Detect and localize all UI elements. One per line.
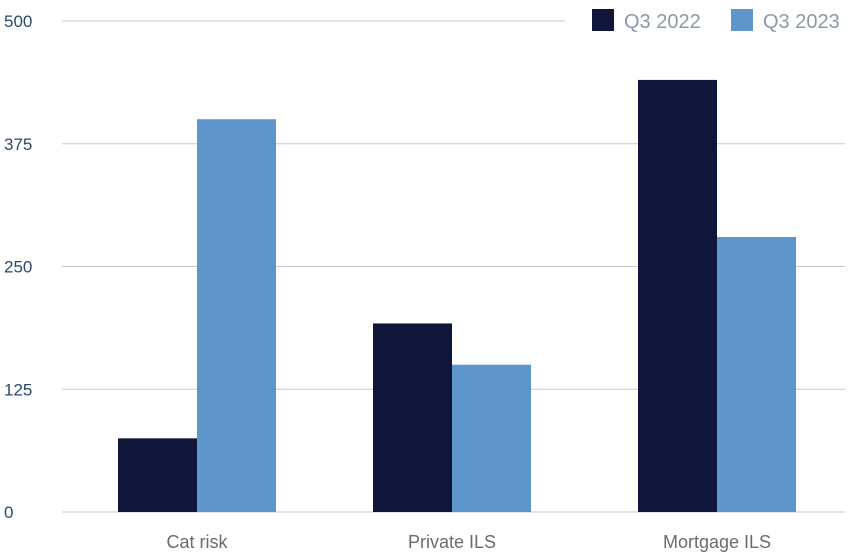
legend-swatch <box>731 9 753 31</box>
bar <box>717 237 796 513</box>
y-tick-label: 125 <box>4 380 32 399</box>
x-category-label: Private ILS <box>408 532 496 552</box>
x-category-label: Cat risk <box>166 532 228 552</box>
y-axis-ticks: 0 125 250 375 500 <box>4 12 32 522</box>
x-category-label: Mortgage ILS <box>663 532 771 552</box>
bars <box>118 79 796 513</box>
y-tick-label: 500 <box>4 12 32 31</box>
legend-label: Q3 2023 <box>763 11 840 33</box>
bar <box>118 438 197 512</box>
legend: Q3 2022 Q3 2023 <box>592 9 840 33</box>
y-tick-label: 0 <box>4 503 13 522</box>
bar <box>197 119 276 512</box>
bar <box>373 323 452 512</box>
bar <box>638 79 717 513</box>
y-tick-label: 375 <box>4 135 32 154</box>
x-axis-labels: Cat risk Private ILS Mortgage ILS <box>166 532 771 552</box>
legend-label: Q3 2022 <box>624 11 701 33</box>
legend-swatch <box>592 9 614 31</box>
y-tick-label: 250 <box>4 258 32 277</box>
bar <box>452 364 531 512</box>
